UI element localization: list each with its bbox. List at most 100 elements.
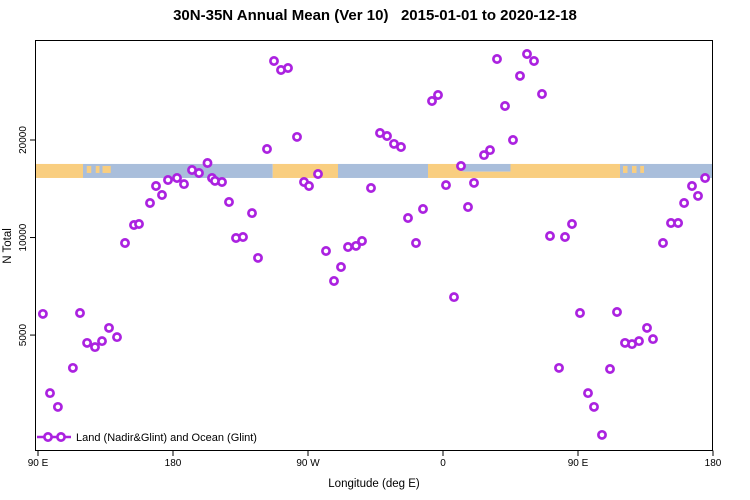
island-patch [623,165,628,173]
data-point [567,219,577,229]
data-point [441,180,451,191]
x-tick-label: 90 W [296,458,320,469]
x-tick-label: 0 [440,458,446,469]
x-tick-label: 90 E [28,458,49,469]
data-point [336,262,346,272]
data-point [508,135,518,145]
data-points-layer [37,49,711,440]
data-point [269,56,279,66]
data-point [37,308,48,319]
data-point [82,337,93,348]
island-patch [95,165,100,173]
data-point [343,242,353,252]
data-point [67,362,78,373]
data-point [382,131,392,141]
map-band-layer [35,163,712,178]
data-point [687,181,697,191]
data-point [134,219,144,229]
data-point [253,252,263,263]
data-point [112,332,122,343]
data-point [179,179,189,190]
map-band-segment-land [428,163,463,178]
island-patch [632,165,637,173]
data-point [292,131,302,142]
data-point [411,238,421,248]
data-point [247,208,257,219]
data-point [151,181,161,191]
data-point [449,292,459,303]
y-axis-label: N Total [2,228,14,264]
data-point [693,190,703,201]
data-point [537,89,547,99]
data-point [52,401,63,412]
data-point [529,56,539,66]
map-band-segment-land [35,163,83,178]
data-point [396,142,406,152]
x-tick-label: 180 [165,458,182,469]
data-point [357,236,367,246]
island-patch [102,165,111,173]
data-point [500,101,510,111]
legend: Land (Nadir&Glint) and Ocean (Glint) [37,432,257,444]
data-point [485,145,495,156]
data-point [679,198,690,208]
data-point [194,168,204,178]
data-point [648,334,658,345]
data-point [329,276,339,286]
plot-frame [35,40,713,451]
data-point [612,307,622,317]
map-band-segment-land [510,163,620,178]
island-patch [640,165,644,173]
data-point [642,322,652,333]
map-band-segment-land [272,163,338,178]
data-point [304,181,314,191]
data-point [479,150,489,161]
data-point [583,388,593,399]
map-band-segment-ocean [83,163,273,178]
data-point [700,173,711,183]
data-point [224,197,234,207]
data-point [157,190,167,200]
x-axis-ticks: 90 E 180 90 W 0 90 E 180 [28,450,722,469]
data-point [515,70,525,81]
data-point [456,161,466,171]
data-point [597,429,607,440]
data-point [522,49,532,59]
x-tick-label: 180 [705,458,722,469]
data-point [163,175,173,185]
data-point [351,240,361,251]
legend-marker-circle [43,432,53,442]
data-point [605,364,615,374]
map-band-segment-ocean [338,163,428,178]
island-patch [86,165,92,173]
data-point [433,90,443,100]
map-band-segment-ocean [462,163,511,172]
data-point [492,54,502,64]
data-point [545,231,555,241]
y-tick-label: 20000 [18,126,29,154]
data-point [673,218,684,228]
data-point [658,238,668,248]
data-point [366,183,376,193]
data-point [463,202,473,212]
map-band-segment-land [462,171,511,178]
chart-title: 30N-35N Annual Mean (Ver 10) 2015-01-01 … [173,7,577,24]
data-point [560,232,570,242]
data-point [620,337,630,348]
y-axis-ticks: 5000 10000 20000 [18,126,36,347]
data-point [104,322,114,333]
data-point [90,342,100,353]
data-point [313,169,323,179]
data-point [469,177,479,188]
y-tick-label: 5000 [18,324,29,347]
data-point [217,177,227,187]
data-point [145,198,155,208]
data-point [321,246,331,256]
data-point [575,308,585,318]
data-point [75,308,85,318]
data-point [427,96,437,106]
data-point [120,238,130,248]
data-point [418,204,428,214]
